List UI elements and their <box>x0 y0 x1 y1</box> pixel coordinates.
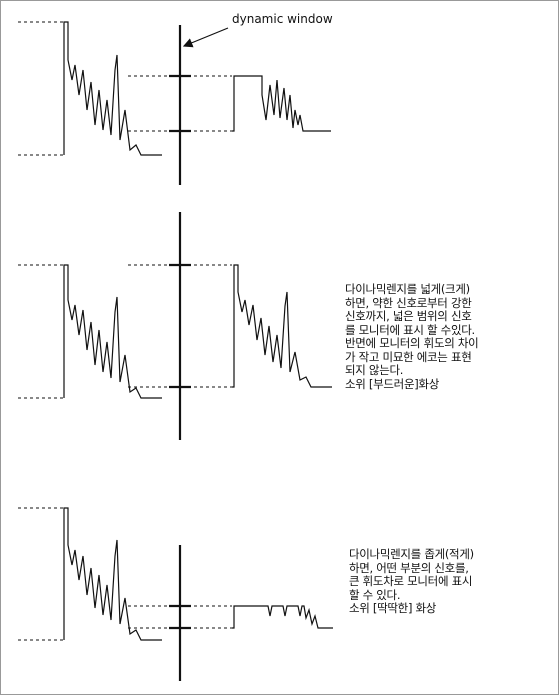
caption-line: 소위 [딱딱한] 화상 <box>349 601 437 615</box>
caption-line: 할 수 있다. <box>349 587 401 602</box>
panel1-windowed-signal <box>232 75 331 132</box>
panel3-windowed-signal <box>232 605 333 629</box>
caption-line: 소위 [부드러운]화상 <box>345 376 439 391</box>
window-label-arrow <box>182 27 229 48</box>
caption-line: 가 작고 미묘한 에코는 표현 <box>345 349 472 364</box>
wide-range-caption: 다이나믹렌지를 넓게(크게) 하면, 약한 신호로부터 강한 신호까지, 넓은 … <box>345 282 479 391</box>
panel3-original-signal <box>63 507 162 641</box>
caption-line: 큰 휘도차로 모니터에 표시 <box>349 574 473 588</box>
panel2-windowed-signal <box>232 264 332 388</box>
caption-line: 다이나믹렌지를 넓게(크게) <box>345 282 470 296</box>
panel-3 <box>18 507 333 681</box>
panel2-original-signal <box>63 264 162 399</box>
dynamic-window-label: dynamic window <box>232 12 333 26</box>
caption-line: 를 모니터에 표시 할 수있다. <box>345 322 475 337</box>
caption-line: 하면, 약한 신호로부터 강한 <box>345 295 472 310</box>
caption-line: 신호까지, 넓은 범위의 신호 <box>345 309 472 323</box>
caption-line: 되지 않는다. <box>345 363 404 377</box>
caption-line: 다이나믹렌지를 좁게(적게) <box>349 547 474 561</box>
panel-2 <box>18 212 332 440</box>
caption-line: 하면, 어떤 부분의 신호를, <box>349 560 469 575</box>
panel-1 <box>18 21 331 185</box>
narrow-range-caption: 다이나믹렌지를 좁게(적게) 하면, 어떤 부분의 신호를, 큰 휘도차로 모니… <box>349 547 474 616</box>
panel1-original-signal <box>63 21 162 156</box>
caption-line: 반면에 모니터의 휘도의 차이 <box>345 336 479 350</box>
